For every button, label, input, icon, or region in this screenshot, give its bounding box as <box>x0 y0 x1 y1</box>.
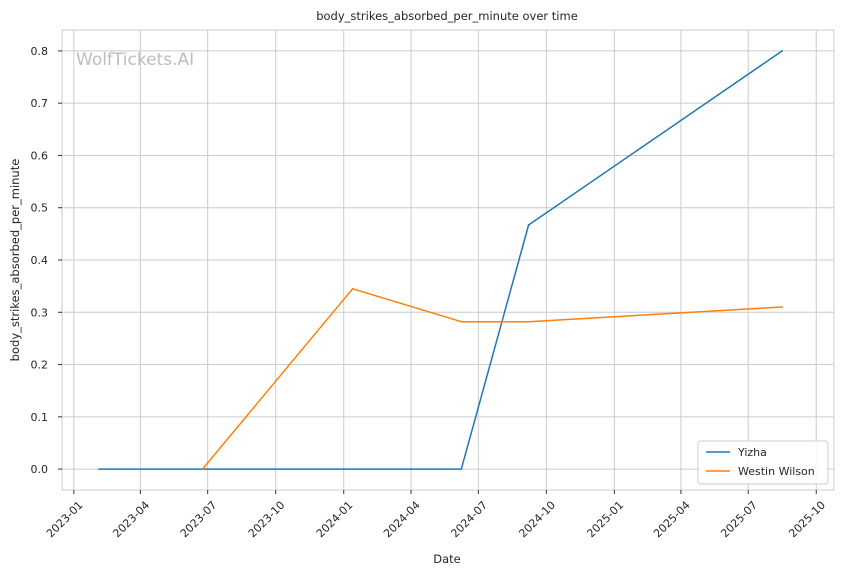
grid-lines <box>62 30 834 490</box>
y-tick-label: 0.8 <box>31 45 49 58</box>
x-tick-label: 2025-10 <box>786 499 828 541</box>
legend-label-westin-wilson: Westin Wilson <box>738 465 815 478</box>
data-point-westin-wilson <box>460 320 463 323</box>
y-tick-label: 0.2 <box>31 359 49 372</box>
x-axis-title: Date <box>433 552 461 566</box>
data-point-yizha <box>527 224 530 226</box>
x-tick-label: 2023-07 <box>178 499 220 541</box>
x-tick-label: 2025-07 <box>718 499 760 541</box>
x-tick-label: 2024-07 <box>448 499 490 541</box>
x-tick-label: 2023-10 <box>246 499 288 541</box>
series-line-westin-wilson <box>201 288 783 470</box>
x-tick-label: 2024-01 <box>314 499 356 541</box>
data-point-yizha <box>781 50 784 52</box>
x-tick-label: 2024-04 <box>381 499 423 541</box>
series-layer <box>98 50 784 470</box>
legend-label-yizha: Yizha <box>737 446 767 459</box>
x-tick-label: 2023-04 <box>110 499 152 541</box>
y-axis-title: body_strikes_absorbed_per_minute <box>8 159 22 362</box>
chart-title: body_strikes_absorbed_per_minute over ti… <box>316 9 578 23</box>
y-tick-label: 0.7 <box>31 97 49 110</box>
series-line-yizha <box>99 50 783 470</box>
legend: Yizha Westin Wilson <box>697 440 829 485</box>
y-tick-label: 0.5 <box>31 202 49 215</box>
x-tick-label: 2023-01 <box>44 499 86 541</box>
data-point-yizha <box>98 468 100 470</box>
y-tick-label: 0.0 <box>31 463 49 476</box>
x-axis-ticks: 2023-01 2023-04 2023-07 2023-10 2024-01 2024-… <box>44 490 828 540</box>
legend-box <box>697 440 829 485</box>
y-axis-ticks: 0.0 0.1 0.2 0.3 0.4 0.5 0.6 0.7 0.8 <box>31 45 62 476</box>
x-tick-label: 2025-04 <box>651 499 693 541</box>
data-point-westin-wilson <box>351 287 354 290</box>
y-tick-label: 0.1 <box>31 411 49 424</box>
y-tick-label: 0.3 <box>31 306 49 319</box>
x-tick-label: 2024-10 <box>516 499 558 541</box>
x-tick-label: 2025-01 <box>584 499 626 541</box>
y-tick-label: 0.4 <box>31 254 49 267</box>
data-point-yizha <box>460 468 463 470</box>
data-point-westin-wilson <box>527 320 530 323</box>
data-point-westin-wilson <box>201 468 204 470</box>
y-tick-label: 0.6 <box>31 149 49 162</box>
watermark-text: WolfTickets.AI <box>76 50 194 70</box>
data-point-westin-wilson <box>781 306 784 308</box>
